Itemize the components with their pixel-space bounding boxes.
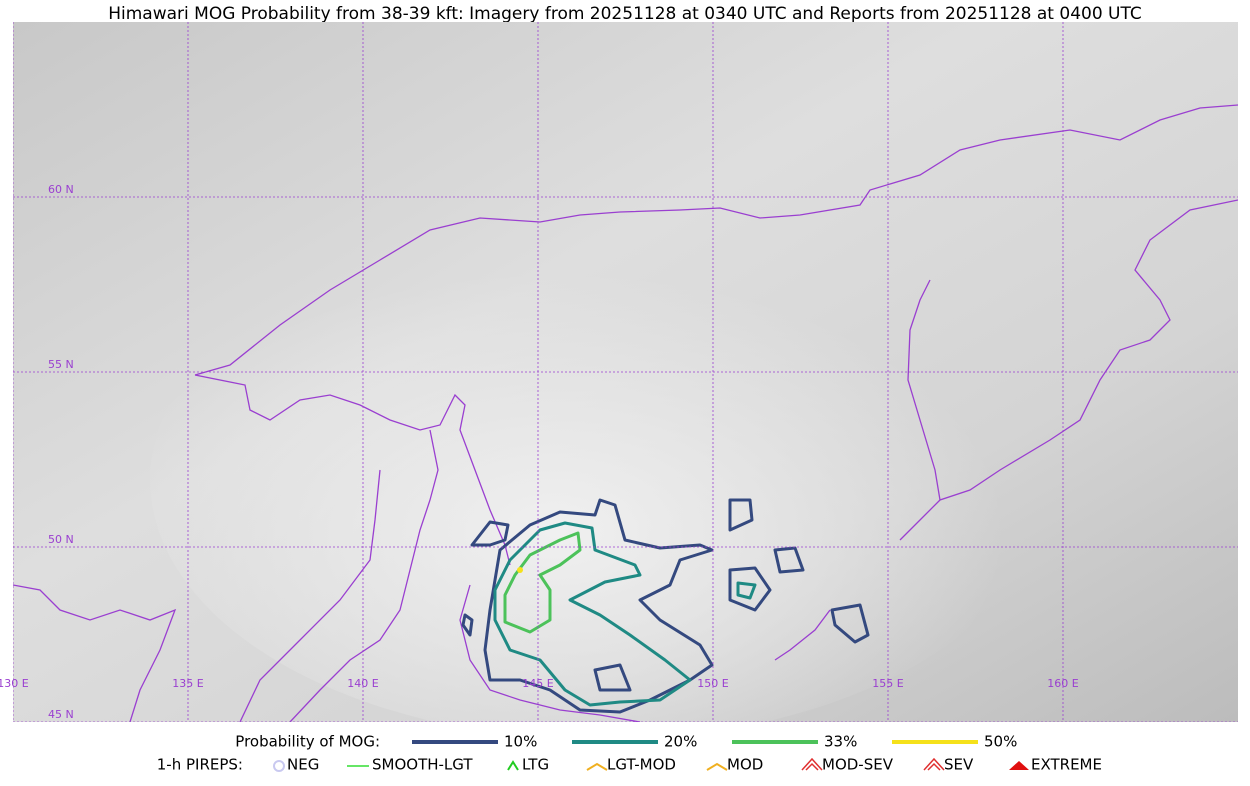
coastline — [13, 104, 1238, 722]
legend-icon — [1009, 761, 1029, 770]
lon-label: 160 E — [1047, 677, 1078, 690]
graticule — [13, 22, 1238, 722]
legend-label: LTG — [522, 756, 549, 774]
legend-title: 1-h PIREPS: — [157, 756, 243, 774]
legend-label: 10% — [504, 733, 537, 751]
mog-contours — [461, 498, 870, 714]
legend-label: MOD — [727, 756, 763, 774]
lon-label: 145 E — [522, 677, 553, 690]
cloud-band — [150, 220, 1050, 722]
lon-label: 140 E — [347, 677, 378, 690]
lon-label: 155 E — [872, 677, 903, 690]
map — [13, 22, 1238, 722]
legend-label: MOD-SEV — [822, 756, 894, 774]
lat-label: 60 N — [48, 183, 74, 196]
legend-icon — [801, 757, 823, 771]
legend-icon — [586, 762, 608, 771]
lat-label: 50 N — [48, 533, 74, 546]
legend-icon — [507, 760, 519, 771]
legend-icon — [706, 762, 728, 771]
legend-label: LGT-MOD — [607, 756, 676, 774]
legend-label: NEG — [287, 756, 319, 774]
lon-label: 150 E — [697, 677, 728, 690]
lat-label: 45 N — [48, 708, 74, 721]
legend-icon — [273, 760, 285, 772]
legend-icon — [923, 757, 945, 771]
lon-label: 130 E — [0, 677, 29, 690]
legend-title: Probability of MOG: — [235, 733, 380, 751]
legend-label: 20% — [664, 733, 697, 751]
legend-label: 33% — [824, 733, 857, 751]
legend-label: SEV — [944, 756, 974, 774]
legend-label: EXTREME — [1031, 756, 1102, 774]
lon-label: 135 E — [172, 677, 203, 690]
legend-label: 50% — [984, 733, 1017, 751]
lat-label: 55 N — [48, 358, 74, 371]
legend: Probability of MOG: 10% 20% 33% 50% 1-h PIREP… — [157, 733, 1102, 774]
pirep-marker — [517, 567, 523, 573]
title: Himawari MOG Probability from 38-39 kft:… — [108, 4, 1142, 24]
legend-label: SMOOTH-LGT — [372, 756, 473, 774]
